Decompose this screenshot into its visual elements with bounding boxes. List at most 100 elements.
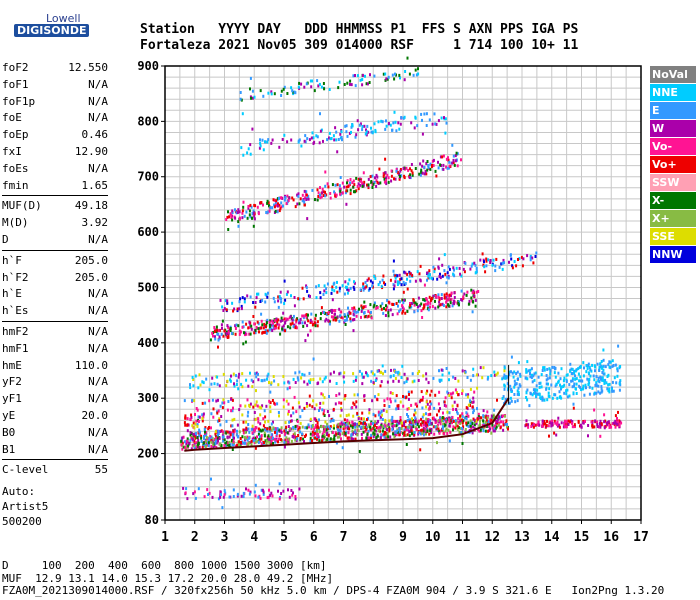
echo-point: [496, 398, 498, 402]
echo-point: [296, 424, 299, 428]
echo-point: [382, 433, 385, 437]
echo-point: [224, 299, 227, 303]
echo-point: [340, 191, 343, 195]
echo-point: [247, 206, 250, 210]
echo-point: [328, 414, 331, 418]
echo-point: [321, 310, 324, 314]
echo-point: [437, 293, 440, 297]
echo-point: [241, 385, 244, 389]
echo-point: [346, 81, 349, 85]
echo-point: [517, 377, 519, 381]
echo-point: [206, 437, 209, 441]
echo-point: [355, 189, 358, 193]
echo-point: [346, 312, 349, 316]
echo-point: [283, 429, 286, 433]
echo-point: [572, 391, 575, 395]
echo-point: [270, 381, 273, 385]
echo-point: [456, 152, 459, 156]
echo-point: [452, 154, 455, 158]
echo-point: [418, 172, 421, 176]
echo-point: [246, 216, 249, 220]
echo-point: [257, 372, 259, 376]
echo-point: [373, 432, 376, 436]
echo-point: [381, 413, 383, 417]
echo-point: [420, 390, 423, 394]
echo-point: [339, 310, 342, 314]
echo-point: [371, 371, 374, 375]
echo-point: [573, 384, 575, 388]
echo-point: [346, 425, 349, 429]
echo-point: [372, 305, 375, 309]
echo-point: [473, 294, 476, 298]
echo-point: [398, 309, 401, 313]
echo-point: [220, 493, 222, 497]
echo-point: [616, 369, 619, 373]
echo-point: [431, 296, 433, 300]
echo-point: [319, 186, 321, 190]
echo-point: [399, 168, 402, 171]
echo-point: [362, 282, 365, 286]
footer-distance-row: D 100 200 400 600 800 1000 1500 3000 [km…: [2, 559, 327, 572]
echo-point: [580, 425, 583, 429]
echo-point: [393, 177, 395, 181]
echo-point: [387, 314, 390, 318]
echo-point: [428, 295, 431, 299]
echo-point: [231, 409, 234, 413]
echo-point: [587, 434, 589, 438]
echo-point: [567, 419, 570, 423]
echo-point: [267, 291, 269, 295]
echo-point: [323, 377, 326, 381]
echo-point: [311, 439, 313, 442]
echo-point: [181, 447, 184, 451]
echo-point: [339, 132, 342, 136]
echo-point: [291, 89, 294, 93]
echo-point: [433, 270, 436, 274]
echo-point: [278, 434, 281, 438]
echo-point: [319, 317, 322, 321]
echo-point: [429, 400, 432, 404]
echo-point: [195, 432, 197, 435]
echo-point: [271, 329, 274, 332]
echo-point: [374, 420, 377, 424]
echo-point: [456, 404, 459, 408]
echo-point: [607, 363, 610, 367]
echo-point: [444, 420, 447, 424]
echo-point: [387, 122, 390, 125]
y-tick-label: 500: [137, 280, 159, 294]
echo-point: [236, 429, 238, 433]
echo-point: [260, 434, 263, 438]
echo-point: [443, 400, 446, 404]
y-tick-label: 200: [137, 447, 159, 461]
echo-point: [305, 190, 308, 194]
echo-point: [353, 403, 356, 407]
echo-point: [400, 283, 403, 287]
echo-point: [603, 420, 606, 424]
echo-point: [439, 272, 441, 276]
echo-point: [264, 140, 266, 144]
param-label: h`F2: [2, 270, 29, 284]
echo-point: [534, 423, 537, 427]
echo-point: [614, 425, 617, 429]
echo-point: [406, 377, 409, 381]
echo-point: [336, 435, 339, 439]
echo-point: [588, 392, 591, 396]
echo-point: [336, 427, 339, 431]
echo-point: [260, 326, 263, 330]
echo-point: [248, 430, 251, 434]
echo-point: [532, 261, 535, 265]
echo-point: [254, 331, 257, 335]
echo-point: [384, 157, 387, 161]
echo-point: [491, 423, 494, 427]
echo-point: [402, 431, 405, 435]
echo-point: [247, 205, 250, 208]
echo-point: [318, 406, 321, 410]
echo-point: [545, 374, 548, 377]
echo-point: [251, 424, 254, 428]
echo-point: [442, 418, 445, 422]
echo-point: [391, 313, 394, 317]
echo-point: [618, 382, 621, 386]
echo-point: [201, 401, 204, 405]
echo-point: [465, 393, 468, 397]
echo-point: [403, 78, 406, 82]
echo-point: [283, 85, 286, 89]
